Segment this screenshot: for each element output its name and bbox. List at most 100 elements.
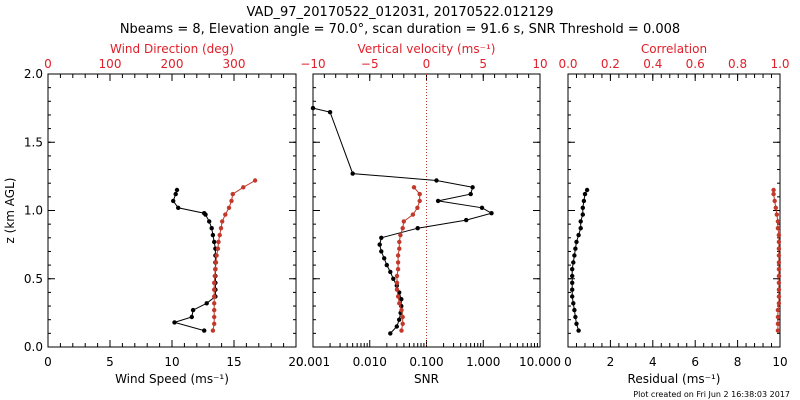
data-point bbox=[400, 321, 405, 326]
data-point bbox=[576, 328, 581, 333]
data-point bbox=[415, 226, 420, 231]
x-bottom-tick-label: 0.001 bbox=[296, 355, 330, 369]
data-point bbox=[190, 307, 196, 313]
x-top-tick-label: 200 bbox=[161, 57, 184, 71]
data-point bbox=[379, 249, 384, 254]
y-tick-label: 0.5 bbox=[24, 272, 43, 286]
data-point bbox=[394, 280, 400, 285]
series-line-top bbox=[396, 186, 421, 331]
data-point bbox=[391, 276, 396, 281]
x-top-tick-label: 0 bbox=[44, 57, 52, 71]
x-bottom-tick-label: 4 bbox=[649, 355, 657, 369]
data-point bbox=[218, 226, 224, 231]
data-point bbox=[574, 239, 579, 245]
x-top-axis-label: Vertical velocity (ms⁻¹) bbox=[358, 42, 496, 56]
data-point bbox=[210, 232, 216, 238]
data-point bbox=[771, 191, 776, 197]
data-point bbox=[377, 242, 382, 247]
data-point bbox=[388, 269, 393, 275]
plot-created-footer: Plot created on Fri Jun 2 16:38:03 2017 bbox=[633, 390, 790, 399]
data-point bbox=[394, 273, 400, 279]
data-point bbox=[395, 267, 401, 272]
data-point bbox=[773, 205, 778, 210]
data-point bbox=[771, 187, 776, 193]
data-point bbox=[434, 178, 439, 183]
x-bottom-tick-label: 15 bbox=[226, 355, 241, 369]
data-point bbox=[379, 235, 384, 240]
x-top-tick-label: 5 bbox=[479, 57, 487, 71]
data-point bbox=[397, 239, 402, 245]
x-bottom-tick-label: 10 bbox=[164, 355, 179, 369]
data-point bbox=[776, 260, 782, 265]
y-tick-label: 1.0 bbox=[24, 204, 43, 218]
data-point bbox=[468, 191, 473, 197]
data-point bbox=[570, 294, 575, 299]
x-bottom-axis-label: Wind Speed (ms⁻¹) bbox=[115, 372, 229, 386]
data-point bbox=[397, 246, 402, 251]
data-point bbox=[464, 217, 469, 223]
data-point bbox=[776, 232, 782, 238]
x-top-axis-label: Wind Direction (deg) bbox=[110, 42, 234, 56]
data-point bbox=[397, 317, 402, 322]
x-top-tick-label: 10 bbox=[532, 57, 547, 71]
data-point bbox=[171, 198, 176, 204]
data-point bbox=[775, 328, 781, 333]
data-point bbox=[580, 205, 585, 210]
data-point bbox=[578, 219, 583, 224]
data-point bbox=[570, 273, 575, 279]
x-bottom-axis-label: Residual (ms⁻¹) bbox=[628, 372, 721, 386]
data-point bbox=[202, 211, 207, 216]
x-top-tick-label: 0.0 bbox=[558, 57, 577, 71]
data-point bbox=[213, 260, 219, 265]
data-point bbox=[400, 314, 405, 320]
x-bottom-tick-label: 8 bbox=[734, 355, 742, 369]
data-point bbox=[395, 260, 401, 265]
data-point bbox=[350, 171, 355, 176]
data-point bbox=[399, 328, 404, 333]
x-top-tick-label: 100 bbox=[99, 57, 122, 71]
y-axis-label: z (km AGL) bbox=[3, 178, 17, 244]
data-point bbox=[210, 328, 216, 333]
data-point bbox=[176, 205, 181, 210]
data-point bbox=[399, 307, 404, 313]
x-top-tick-label: 0.4 bbox=[643, 57, 662, 71]
data-point bbox=[384, 262, 389, 268]
panel-right: 0 2 4 6 8 10 Residual (ms⁻¹) 0.0 0.2 0.4 0.6 0.8 1.0… bbox=[558, 42, 789, 386]
data-point bbox=[774, 212, 779, 217]
data-point bbox=[415, 205, 420, 210]
data-point bbox=[327, 110, 333, 115]
data-point bbox=[229, 198, 234, 204]
x-top-tick-label: 0.6 bbox=[686, 57, 705, 71]
data-point bbox=[202, 328, 207, 333]
data-point bbox=[572, 307, 577, 313]
y-tick-label: 2.0 bbox=[24, 67, 43, 81]
data-point bbox=[580, 212, 585, 217]
x-bottom-tick-label: 10.000 bbox=[519, 355, 561, 369]
data-point bbox=[189, 314, 194, 320]
x-bottom-tick-label: 6 bbox=[691, 355, 699, 369]
data-point bbox=[216, 239, 221, 245]
x-top-axis-label: Correlation bbox=[641, 42, 707, 56]
data-point bbox=[207, 219, 212, 224]
x-bottom-tick-label: 10 bbox=[772, 355, 787, 369]
data-point bbox=[212, 307, 217, 313]
data-point bbox=[395, 253, 401, 258]
data-point bbox=[172, 320, 177, 325]
data-point bbox=[212, 273, 217, 279]
data-point bbox=[204, 301, 209, 306]
data-point bbox=[584, 187, 590, 193]
x-bottom-tick-label: 0.100 bbox=[409, 355, 443, 369]
data-point bbox=[212, 239, 217, 245]
x-bottom-tick-label: 0.010 bbox=[353, 355, 387, 369]
y-tick-label: 0.0 bbox=[24, 340, 43, 354]
data-point bbox=[388, 331, 393, 336]
data-point bbox=[173, 191, 178, 197]
data-point bbox=[252, 178, 258, 183]
data-point bbox=[213, 267, 218, 272]
data-point bbox=[212, 280, 217, 285]
data-point bbox=[417, 191, 422, 197]
data-point bbox=[410, 212, 416, 217]
